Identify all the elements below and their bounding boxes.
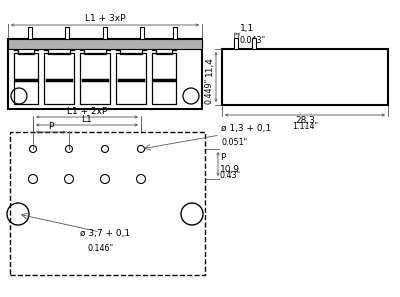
Text: ø 3,7 + 0,1: ø 3,7 + 0,1 — [80, 229, 130, 238]
Bar — [152, 53, 176, 104]
Bar — [8, 39, 202, 49]
Text: L1 + 3xP: L1 + 3xP — [85, 14, 125, 23]
Text: 1.114": 1.114" — [292, 122, 318, 131]
Bar — [44, 53, 74, 104]
Text: 11,4: 11,4 — [205, 56, 214, 76]
Bar — [8, 39, 202, 109]
Bar — [103, 27, 107, 39]
Bar — [222, 49, 388, 105]
Text: ø 1,3 + 0,1: ø 1,3 + 0,1 — [221, 124, 271, 133]
Bar — [10, 132, 205, 275]
Bar — [80, 53, 110, 104]
Bar — [65, 27, 69, 39]
Bar — [116, 53, 146, 104]
Bar — [252, 38, 256, 49]
Text: 0.051": 0.051" — [221, 138, 247, 147]
Bar — [173, 27, 177, 39]
Text: P: P — [48, 122, 54, 131]
Text: 0.449": 0.449" — [205, 78, 214, 104]
Text: 28,3: 28,3 — [295, 116, 315, 125]
Text: 1,1: 1,1 — [240, 24, 254, 33]
Text: L1: L1 — [82, 115, 92, 124]
Text: 0.43": 0.43" — [220, 171, 241, 180]
Text: 10,9: 10,9 — [220, 165, 240, 174]
Text: 0.146": 0.146" — [88, 244, 114, 253]
Bar — [140, 27, 144, 39]
Text: P: P — [220, 153, 225, 162]
Bar — [14, 53, 38, 104]
Text: 0.043": 0.043" — [240, 36, 266, 45]
Bar — [28, 27, 32, 39]
Text: L1 + 2xP: L1 + 2xP — [67, 107, 107, 116]
Bar — [234, 38, 238, 49]
